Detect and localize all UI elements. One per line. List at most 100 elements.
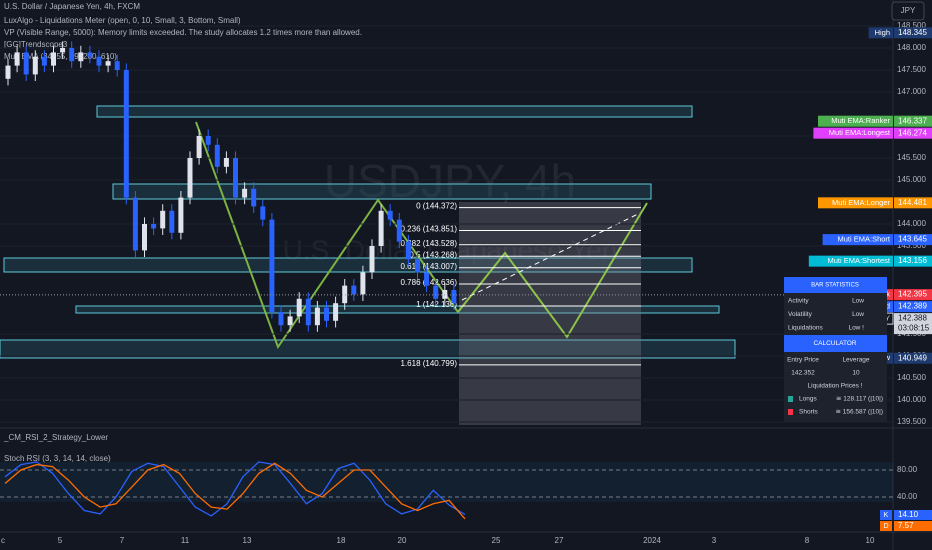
badge-value-bg: [894, 255, 932, 267]
badge-value: 143.156: [898, 256, 927, 265]
candle-body: [305, 298, 311, 326]
badge-value-bg: [894, 352, 932, 364]
rsi-badge-value: 14.10: [898, 510, 919, 519]
price-tick-label: 147.000: [897, 87, 926, 96]
badge-value-bg: [894, 234, 932, 246]
fib-label: 1.618 (140.799): [401, 359, 458, 368]
badge-name-bg: [813, 127, 893, 139]
candle-body: [87, 52, 93, 57]
currency-button[interactable]: [891, 1, 925, 21]
candle-body: [324, 307, 329, 321]
time-label: 10: [866, 536, 875, 545]
time-label: 2024: [643, 536, 661, 545]
badge-value: 143.645: [898, 235, 927, 244]
price-axis-bg: [893, 0, 932, 550]
candle-body: [160, 210, 166, 229]
badge-value: 142.389: [898, 302, 927, 311]
rsi-line-k: [4, 461, 466, 517]
candle-body: [287, 316, 293, 326]
meter-title: BAR STATISTICS: [811, 283, 859, 289]
entry-value: 142.352: [791, 370, 815, 377]
currency-button-label[interactable]: JPY: [901, 6, 916, 15]
meter-row-label: Volatility: [788, 311, 813, 318]
badge-value: 144.481: [898, 198, 927, 207]
leverage-value: 10: [852, 370, 860, 377]
rsi-badge-name-bg: [880, 510, 892, 520]
candle-body: [442, 290, 448, 299]
candle-body: [369, 246, 375, 273]
candle-body: [178, 197, 184, 233]
meter-row-label: Liquidations: [788, 325, 823, 332]
stoch-title: Stoch RSI (3, 3, 14, 14, close): [4, 454, 111, 463]
candle-body: [342, 285, 348, 304]
candle-body: [433, 285, 439, 299]
badge-name-bg: [822, 234, 893, 246]
indicator: VP (Visible Range, 5000): Memory limits …: [4, 28, 362, 37]
badge-value: 140.949: [898, 353, 927, 362]
time-label: 27: [555, 536, 564, 545]
meter-row-value: Low: [852, 311, 864, 318]
fib-label: 1 (142.136): [416, 300, 457, 309]
liq-title: Liquidation Prices !: [808, 383, 863, 390]
price-tick-label: 139.500: [897, 417, 926, 426]
badge-name: High: [875, 28, 890, 37]
badge-name-bg: [818, 115, 893, 127]
indicator: Muti EMA (34, 55, 89, 200, 610): [4, 52, 117, 61]
price-tick-label: 148.000: [897, 43, 926, 52]
price-tick-label: 144.000: [897, 219, 926, 228]
candle-body: [41, 56, 47, 66]
time-label: 3: [712, 536, 717, 545]
time-label: 13: [243, 536, 252, 545]
liq-swatch: [788, 396, 793, 402]
candle-body: [114, 61, 120, 70]
badge-value: 148.345: [898, 28, 927, 37]
price-tick-label: 145.000: [897, 175, 926, 184]
candle-body: [169, 210, 175, 233]
badge-name: Muti EMA:Ranker: [831, 116, 890, 125]
time-label: 20: [398, 536, 407, 545]
candle-body: [196, 136, 202, 158]
candle-body: [424, 272, 430, 286]
badge-name: Muti EMA:Shortest: [827, 256, 890, 265]
rsi-badge-value: 7.57: [898, 521, 914, 530]
candle-body: [260, 206, 266, 220]
fib-label: 0 (144.372): [416, 202, 457, 211]
candle-body: [214, 144, 220, 167]
liq-swatch: [788, 409, 793, 415]
candle-body: [351, 285, 357, 295]
candle-body: [378, 210, 384, 246]
badge-value-bg: [894, 313, 932, 335]
time-label: 5: [58, 536, 63, 545]
liq-name: Shorts: [799, 409, 819, 416]
badge-value-bg: [894, 115, 932, 127]
zone: [112, 183, 652, 200]
candle-body: [269, 219, 275, 312]
projection: [457, 202, 648, 339]
candle-body: [187, 158, 193, 198]
badge-value: 142.388: [898, 314, 927, 323]
candle-body: [314, 307, 320, 326]
candle-body: [96, 56, 102, 66]
rsi-line-d: [4, 462, 466, 520]
zone: [75, 305, 720, 314]
candle-body: [396, 219, 402, 242]
watermark-name: U.S. Dollar / Japanese Yen: [283, 234, 618, 265]
badge-countdown: 03:08:15: [898, 324, 930, 333]
badge-value-bg: [894, 289, 932, 301]
rsi-badge-value-bg: [894, 521, 932, 531]
zone: [0, 339, 736, 359]
time-label: 25: [492, 536, 501, 545]
candle-body: [14, 52, 20, 66]
entry-label: Entry Price: [787, 357, 819, 364]
rsi-badge-name: K: [884, 512, 889, 519]
meter-row-label: Activity: [788, 298, 809, 305]
candle-body: [142, 224, 147, 251]
meter-header: [784, 277, 887, 293]
liq-value: ≅ 128.117 (|10|): [836, 396, 883, 403]
time-label: 11: [181, 536, 190, 545]
leverage-label: Leverage: [842, 357, 869, 364]
price-tick-label: 140.500: [897, 373, 926, 382]
badge-value: 146.337: [898, 116, 927, 125]
time-label: 7: [120, 536, 125, 545]
price-tick-label: 143.500: [897, 241, 926, 250]
